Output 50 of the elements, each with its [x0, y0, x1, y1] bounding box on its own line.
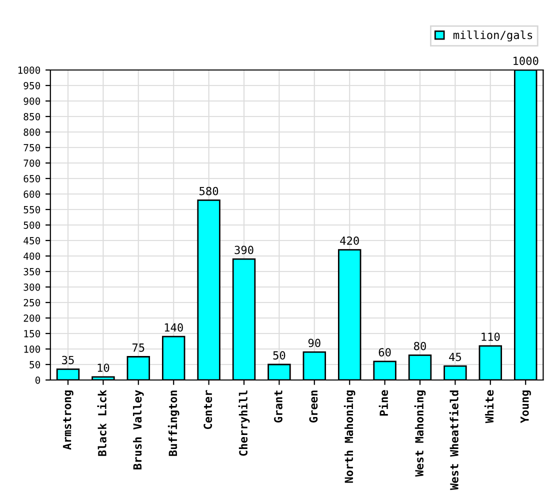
x-tick-label: Pine [378, 390, 388, 416]
x-tick-label: Grant [274, 390, 282, 423]
data-label: 35 [62, 356, 74, 364]
y-tick-label: 850 [24, 113, 40, 120]
y-tick-label: 100 [24, 346, 40, 353]
x-tick-label: Buffington [168, 390, 180, 456]
data-label: 90 [308, 338, 320, 348]
y-tick-label: 650 [24, 175, 40, 182]
x-tick-label: West Mahoning [414, 390, 426, 477]
y-tick-label: 250 [24, 299, 40, 306]
y-tick-label: 0 [35, 376, 40, 384]
x-tick-label: Black Lick [97, 390, 106, 456]
data-label: 10 [98, 364, 110, 372]
y-tick-label: 350 [24, 268, 40, 276]
y-tick-label: 300 [24, 284, 40, 291]
y-tick-label: 700 [24, 160, 40, 167]
x-tick-label: Brush Valley [133, 390, 144, 470]
data-label: 75 [132, 344, 144, 352]
x-tick-label: Center [204, 390, 212, 430]
x-tick-label: West Wheatfield [449, 390, 458, 490]
y-tick-label: 50 [30, 361, 40, 368]
y-tick-label: 200 [24, 314, 40, 322]
data-label: 580 [200, 186, 218, 196]
y-tick-label: 800 [24, 128, 40, 136]
y-tick-label: 750 [24, 144, 40, 152]
y-tick-label: 500 [24, 222, 40, 229]
data-label: 390 [234, 246, 254, 254]
x-tick-label: North Mahoning [344, 390, 356, 483]
data-label: 110 [482, 332, 500, 341]
x-tick-label: Green [309, 390, 318, 423]
data-label: 50 [273, 351, 286, 360]
y-tick-label: 1000 [18, 66, 40, 74]
y-tick-label: 400 [24, 252, 40, 260]
x-tick-label: White [484, 390, 494, 424]
x-tick-label: Young [520, 390, 531, 424]
data-label: 140 [164, 323, 183, 332]
x-tick-label: Cherryhill [238, 390, 250, 456]
y-tick-label: 950 [24, 82, 40, 90]
x-tick-label: Armstrong [62, 390, 74, 450]
data-label: 1000 [514, 56, 538, 66]
y-tick-label: 550 [24, 206, 40, 214]
legend-label: million/gals [454, 30, 532, 42]
y-tick-label: 600 [24, 190, 40, 198]
data-label: 420 [340, 236, 359, 245]
data-label: 80 [414, 342, 426, 350]
y-tick-label: 900 [24, 98, 40, 105]
data-label: 60 [378, 348, 391, 356]
y-tick-label: 450 [24, 237, 40, 244]
y-tick-label: 150 [24, 330, 40, 338]
data-label: 45 [449, 352, 461, 362]
